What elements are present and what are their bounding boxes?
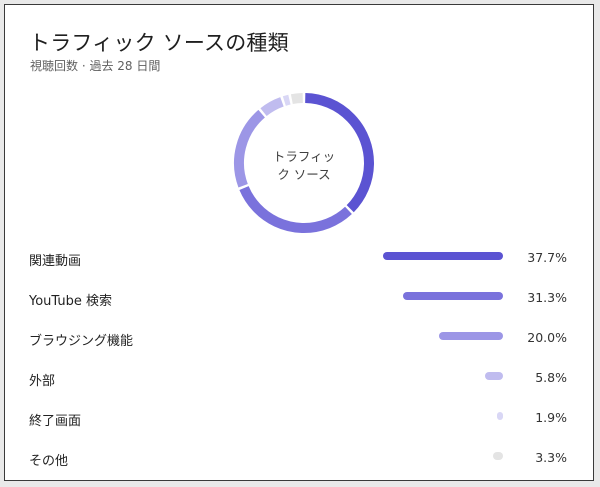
bar-track: [380, 332, 503, 340]
donut-slice-0[interactable]: [234, 93, 374, 233]
donut-chart: トラフィッ ク ソース: [229, 88, 379, 238]
traffic-source-percent: 31.3%: [527, 290, 567, 305]
traffic-source-percent: 1.9%: [535, 410, 567, 425]
traffic-source-percent: 3.3%: [535, 450, 567, 465]
traffic-source-bar: [496, 412, 503, 420]
traffic-source-label: YouTube 検索: [29, 294, 112, 309]
traffic-source-row[interactable]: 外部 5.8%: [5, 358, 593, 398]
card-title: トラフィック ソースの種類: [29, 31, 289, 55]
traffic-source-row[interactable]: その他 3.3%: [5, 438, 593, 478]
traffic-source-card: トラフィック ソースの種類 視聴回数 · 過去 28 日間 トラフィッ ク ソー…: [4, 4, 594, 481]
traffic-source-row[interactable]: ブラウジング機能 20.0%: [5, 318, 593, 358]
bar-track: [380, 452, 503, 460]
donut-center-label: トラフィッ ク ソース: [254, 148, 354, 184]
traffic-source-label: 外部: [29, 374, 56, 389]
traffic-source-label: その他: [29, 454, 69, 469]
donut-slice-4[interactable]: [229, 88, 379, 238]
traffic-source-row[interactable]: YouTube 検索 31.3%: [5, 278, 593, 318]
traffic-source-bar: [403, 292, 503, 300]
bar-track: [380, 292, 503, 300]
bar-track: [380, 412, 503, 420]
traffic-source-row[interactable]: 終了画面 1.9%: [5, 398, 593, 438]
traffic-source-bar: [383, 252, 503, 260]
donut-slice-3[interactable]: [229, 88, 379, 238]
donut-svg: [229, 88, 379, 238]
traffic-source-label: 関連動画: [29, 254, 82, 269]
traffic-source-row[interactable]: 関連動画 37.7%: [5, 238, 593, 278]
donut-center-label-line2: ク ソース: [277, 167, 331, 182]
traffic-source-percent: 5.8%: [535, 370, 567, 385]
traffic-source-bar: [484, 372, 503, 380]
bar-track: [380, 252, 503, 260]
bar-track: [380, 372, 503, 380]
donut-slice-2[interactable]: [229, 88, 379, 238]
card-subtitle: 視聴回数 · 過去 28 日間: [30, 59, 161, 73]
traffic-source-percent: 37.7%: [527, 250, 567, 265]
donut-center-label-line1: トラフィッ: [272, 149, 336, 164]
traffic-source-bar: [439, 332, 503, 340]
traffic-source-label: 終了画面: [29, 414, 82, 429]
traffic-source-percent: 20.0%: [527, 330, 567, 345]
traffic-source-bar: [492, 452, 503, 460]
traffic-source-label: ブラウジング機能: [29, 334, 134, 349]
